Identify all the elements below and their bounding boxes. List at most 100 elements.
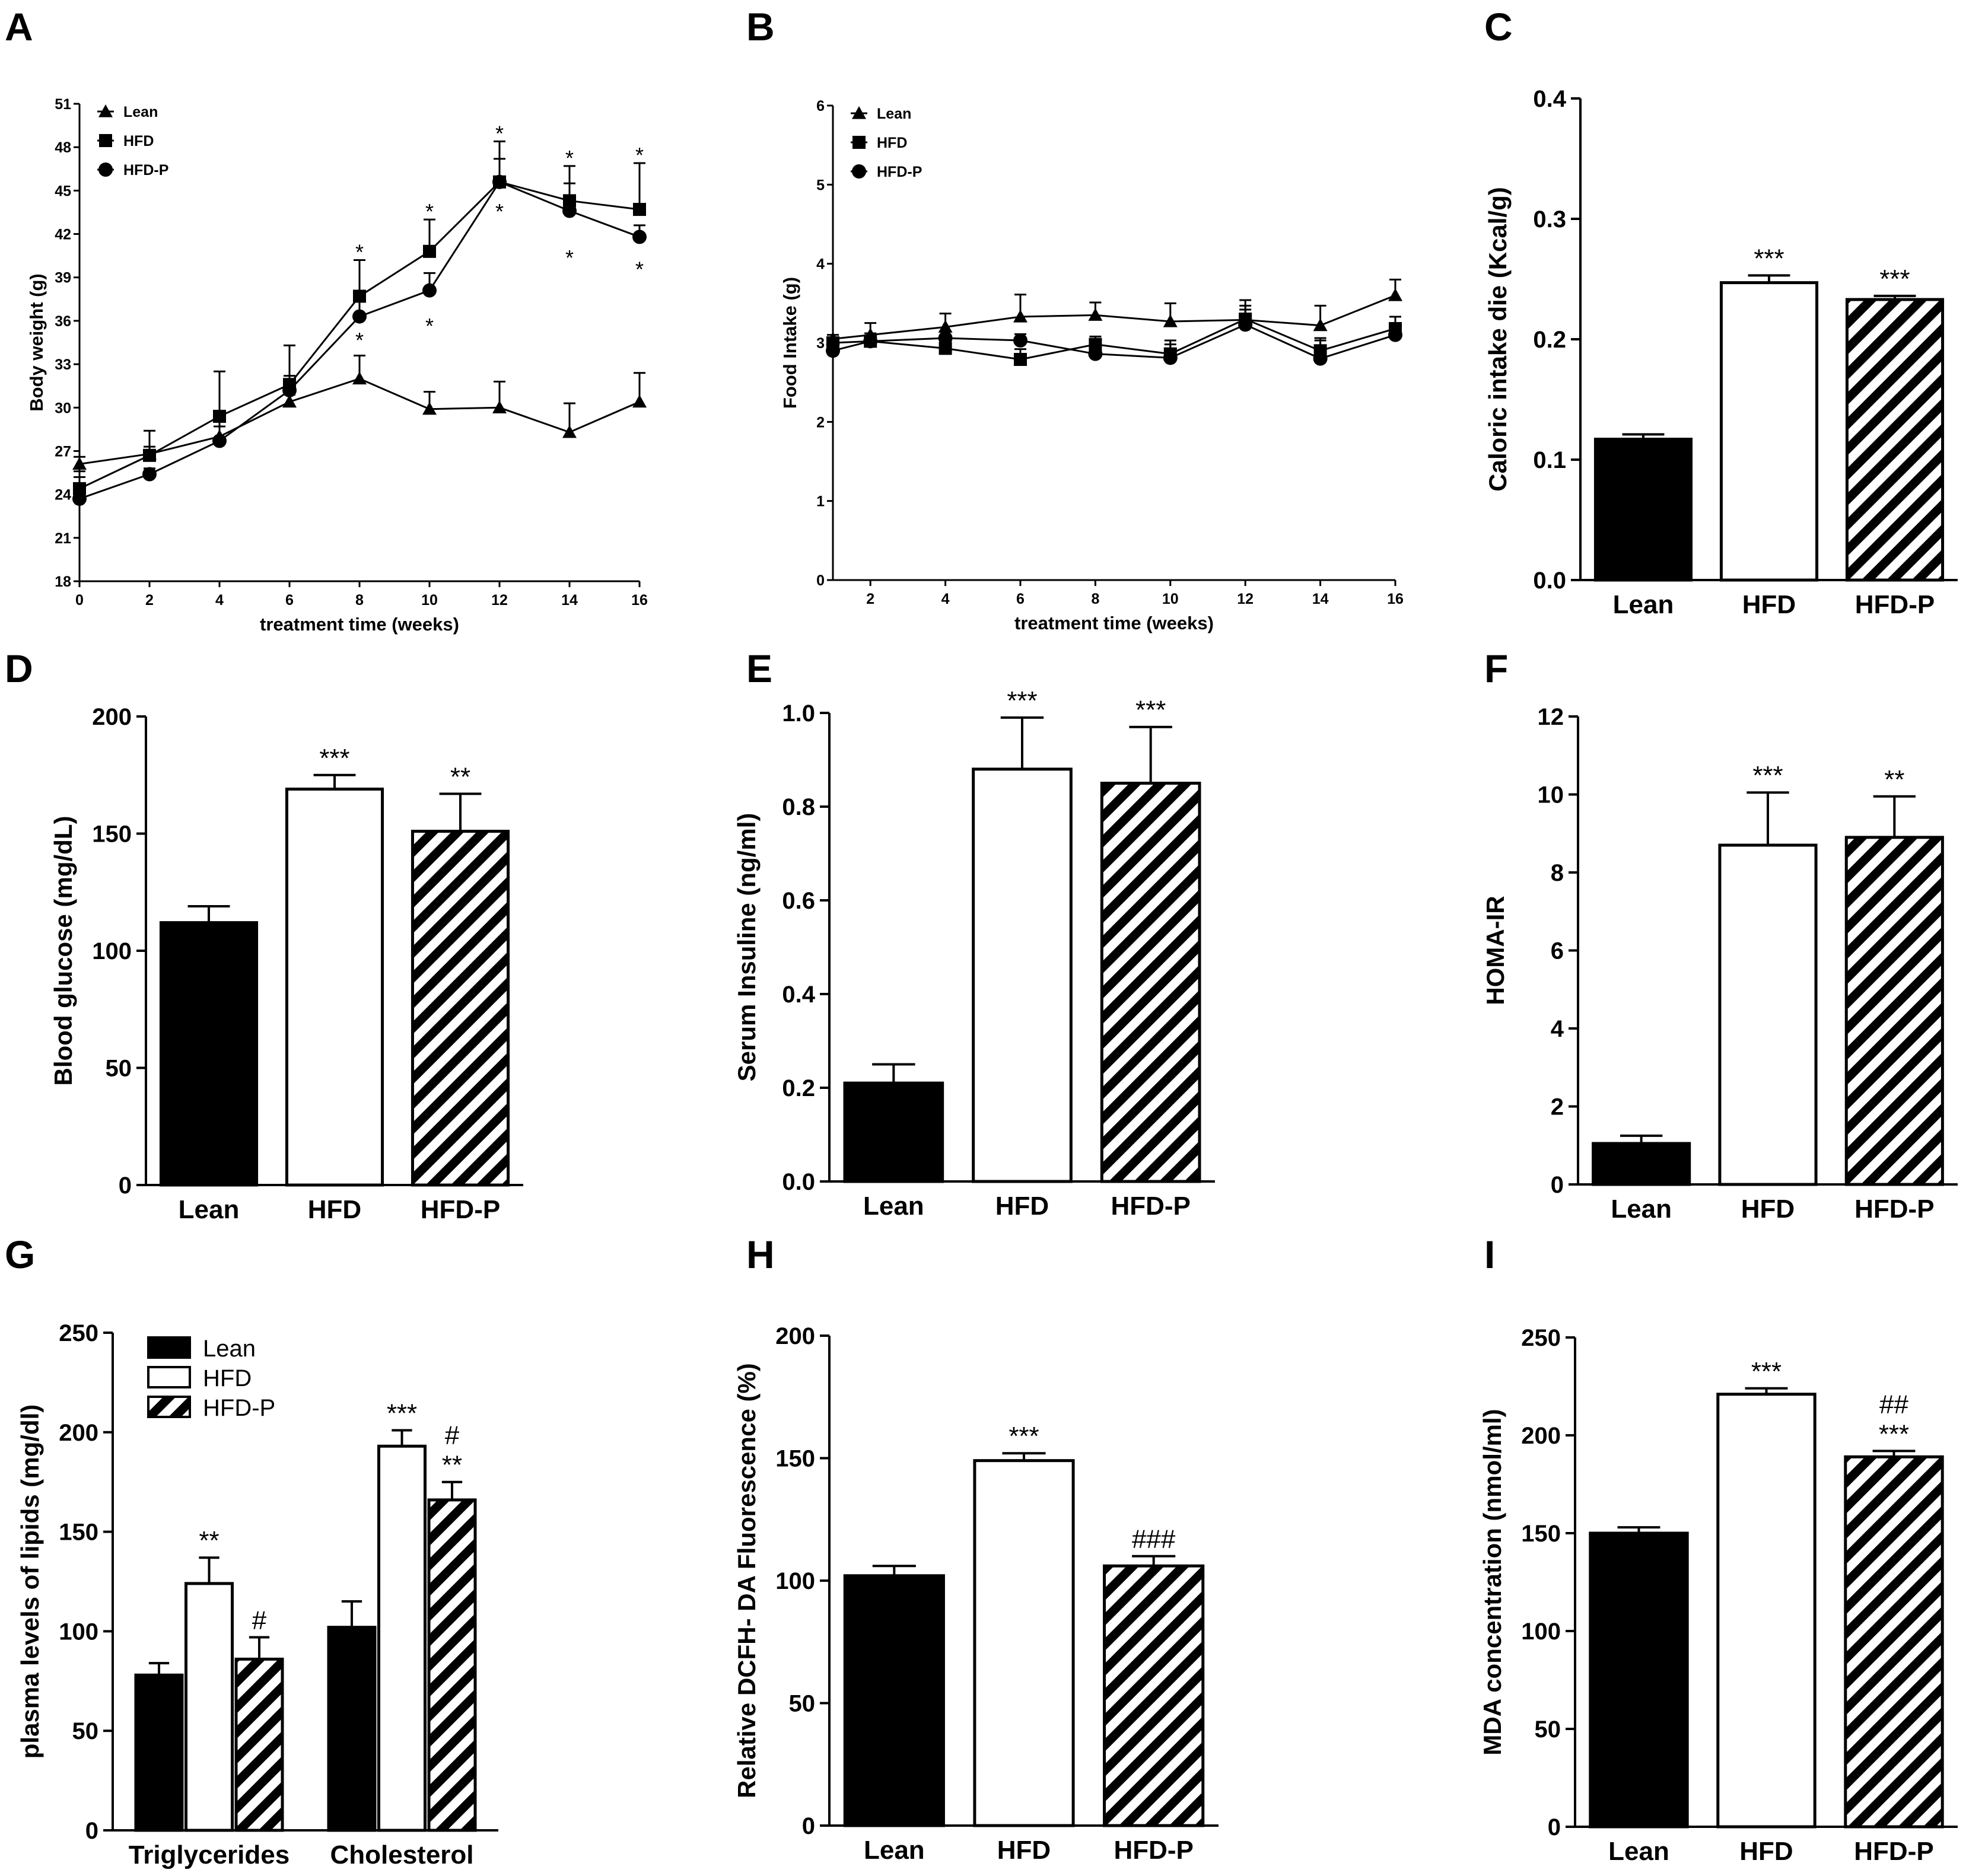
bar-hfd-p <box>1845 298 1945 582</box>
bar-lean <box>327 1626 377 1832</box>
bar-lean <box>1593 437 1693 582</box>
y-tick-label: 4 <box>816 256 825 273</box>
panel-label: D <box>5 646 33 690</box>
panel-c-caloric-intake: C 0.0 0.1 0.2 0.3 0.4 Caloric intake die (Kcal… <box>1484 5 1958 619</box>
y-axis-label: plasma levels of lipids (mg/dl) <box>16 1404 44 1759</box>
data-point-hfd-p <box>212 434 227 448</box>
y-tick-label: 27 <box>55 443 71 460</box>
data-point-hfd <box>633 203 646 216</box>
x-category-label: Lean <box>1611 1195 1672 1224</box>
x-axis-label: treatment time (weeks) <box>1014 613 1214 633</box>
significance-marker: *** <box>387 1399 417 1428</box>
y-tick-label: 200 <box>1521 1423 1561 1449</box>
legend-marker-lean <box>852 106 866 119</box>
data-point-hfd-p <box>632 230 647 244</box>
bar-lean <box>843 1574 945 1827</box>
data-point-lean <box>422 402 437 415</box>
data-point-hfd-p <box>938 331 953 345</box>
significance-marker: * <box>495 121 504 145</box>
significance-marker: ** <box>442 1451 462 1480</box>
x-category-label: Lean <box>864 1836 925 1865</box>
significance-marker: * <box>495 199 504 224</box>
data-point-lean <box>1313 318 1328 332</box>
y-tick-label: 0 <box>1551 1172 1564 1198</box>
panel-g-plasma-lipids: G 0 50 100 150 200 250 plasma levels of lipids … <box>5 1232 498 1869</box>
significance-marker: ### <box>1132 1525 1176 1554</box>
legend-marker-hfd <box>99 134 112 147</box>
x-category-label: HFD-P <box>1854 1837 1933 1866</box>
y-tick-label: 0.4 <box>1533 86 1566 112</box>
series-line-lean <box>79 377 640 465</box>
y-tick-label: 0.1 <box>1533 447 1566 473</box>
y-tick-label: 50 <box>106 1056 132 1082</box>
bar-hfd <box>1716 1393 1817 1829</box>
x-axis-label: treatment time (weeks) <box>260 614 459 635</box>
bar-lean <box>134 1673 184 1832</box>
y-tick-label: 12 <box>1538 704 1564 730</box>
significance-marker: # <box>445 1421 460 1450</box>
y-tick-label: 100 <box>1521 1619 1561 1645</box>
y-axis-label: MDA concentration (nmol/ml) <box>1478 1409 1506 1755</box>
data-point-lean <box>1013 310 1027 323</box>
data-point-lean <box>938 320 953 333</box>
panel-label: C <box>1484 5 1513 49</box>
y-tick-label: 10 <box>1538 782 1564 808</box>
x-tick-label: 4 <box>215 592 224 609</box>
legend-marker <box>852 106 866 119</box>
y-tick-label: 0.6 <box>782 888 815 914</box>
x-category-label: HFD <box>995 1192 1049 1221</box>
legend-marker <box>852 164 866 179</box>
x-category-label: Lean <box>863 1192 924 1221</box>
significance-marker: ** <box>450 762 470 791</box>
legend-marker <box>852 136 866 149</box>
significance-marker: *** <box>1007 686 1037 715</box>
data-point-lean <box>1163 314 1178 327</box>
y-tick-label: 0.0 <box>782 1169 815 1195</box>
significance-marker: *** <box>319 744 349 773</box>
data-point-hfd <box>423 244 436 258</box>
y-tick-label: 150 <box>59 1520 98 1546</box>
y-tick-label: 150 <box>92 821 132 848</box>
bar-hfd <box>377 1444 427 1832</box>
data-point-hfd-p <box>492 174 507 189</box>
legend-label: HFD-P <box>123 162 168 179</box>
y-tick-label: 50 <box>1535 1716 1561 1743</box>
bar-hfd <box>1719 281 1819 582</box>
x-category-label: HFD-P <box>1855 590 1935 619</box>
y-tick-label: 0 <box>816 572 825 589</box>
data-point-lean <box>1388 288 1402 301</box>
data-point-hfd-p <box>422 283 437 298</box>
panel-f-homa-ir: F 0 2 4 6 8 10 12 HOMA-IR Lean *** HFD ** HFD-P <box>1481 646 1958 1224</box>
y-tick-label: 50 <box>72 1718 99 1744</box>
legend-swatch-lean <box>147 1336 191 1359</box>
legend-marker <box>99 134 112 147</box>
y-tick-label: 250 <box>59 1320 98 1346</box>
significance-marker: * <box>565 246 574 270</box>
y-tick-label: 6 <box>1551 938 1564 964</box>
y-tick-label: 0.8 <box>782 794 815 820</box>
panel-label: F <box>1484 646 1508 690</box>
significance-marker: * <box>355 240 364 264</box>
bar-lean <box>843 1081 944 1183</box>
x-category-label: HFD-P <box>421 1195 500 1224</box>
y-tick-label: 21 <box>55 530 71 547</box>
legend-marker-hfd-p <box>98 163 113 177</box>
x-tick-label: 6 <box>285 592 294 609</box>
x-tick-label: 8 <box>355 592 364 609</box>
y-tick-label: 51 <box>55 96 71 113</box>
x-category-label: HFD <box>1741 1195 1795 1224</box>
legend-label: Lean <box>203 1336 256 1362</box>
significance-marker: *** <box>1135 696 1166 725</box>
x-tick-label: 2 <box>866 591 874 607</box>
panel-d-blood-glucose: D 0 50 100 150 200 Blood glucose (mg/dL) Lean **… <box>5 646 523 1224</box>
panel-label: G <box>5 1232 35 1276</box>
y-tick-label: 200 <box>775 1323 815 1349</box>
legend-label: HFD <box>203 1365 252 1391</box>
data-point-lean <box>282 394 297 408</box>
data-point-lean <box>72 457 87 470</box>
panel-label: I <box>1484 1232 1495 1276</box>
x-category-label: Lean <box>179 1195 240 1224</box>
data-point-hfd <box>939 342 952 355</box>
bar-hfd-p <box>1100 782 1201 1183</box>
y-tick-label: 100 <box>775 1568 815 1594</box>
